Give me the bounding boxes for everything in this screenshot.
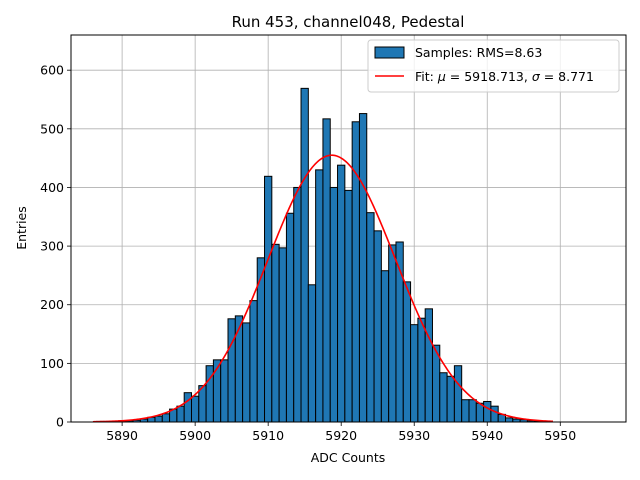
histogram-bar (278, 247, 287, 423)
histogram-bar (322, 118, 331, 423)
y-tick-label: 600 (40, 63, 64, 78)
y-tick-label: 200 (40, 297, 64, 312)
plot-frame (70, 34, 627, 423)
histogram-bar (300, 87, 309, 423)
legend-fit-sigma-symbol: σ (532, 69, 541, 84)
histogram-bar (388, 244, 397, 423)
histogram-bar (154, 415, 163, 423)
histogram-bar (410, 324, 419, 423)
y-axis-label: Entries (14, 206, 29, 250)
histogram-bar (380, 270, 390, 423)
histogram-bar (220, 359, 229, 423)
histogram-bar (490, 405, 499, 423)
legend: Samples: RMS=8.63 Fit: μ = 5918.713, σ =… (367, 39, 620, 93)
histogram-bar (337, 164, 346, 423)
y-tick-label: 500 (40, 121, 64, 136)
x-axis-ticks: 5890 5900 5910 5920 5930 5940 5950 (106, 422, 576, 443)
histogram-bar (249, 300, 258, 423)
histogram-bar (424, 308, 433, 423)
histogram-bar (483, 400, 492, 423)
histogram-bar (307, 284, 317, 423)
histogram-bar (358, 113, 368, 423)
histogram-bar (242, 322, 251, 423)
legend-samples-label: Samples: RMS=8.63 (415, 45, 542, 60)
histogram-bar (366, 212, 375, 423)
histogram-bar (315, 169, 324, 423)
histogram-bar (446, 375, 455, 423)
histogram-bar (344, 189, 353, 423)
histogram-bar (161, 413, 171, 423)
legend-fit-mu-symbol: μ (437, 69, 446, 84)
histogram-bar (468, 399, 477, 423)
y-tick-label: 100 (40, 356, 64, 371)
legend-fit-prefix: Fit: (415, 69, 438, 84)
chart-title: Run 453, channel048, Pedestal (232, 13, 465, 31)
x-tick-label: 5920 (325, 428, 357, 443)
histogram-bar (402, 281, 412, 423)
histogram-bar (417, 317, 426, 423)
histogram-bar (439, 372, 448, 423)
y-tick-label: 300 (40, 239, 64, 254)
y-axis-ticks: 0 100 200 300 400 500 600 (40, 63, 71, 430)
x-axis-label: ADC Counts (311, 450, 386, 465)
y-tick-label: 0 (56, 415, 64, 430)
x-tick-label: 5930 (398, 428, 430, 443)
histogram-bar (227, 318, 236, 423)
legend-fit-label: Fit: μ = 5918.713, σ = 8.771 (415, 69, 594, 84)
histogram-bar (351, 121, 360, 423)
histogram-bar (461, 399, 470, 423)
histogram-bar (190, 395, 200, 423)
x-tick-label: 5950 (544, 428, 576, 443)
histogram-bar (183, 392, 192, 423)
histogram-bar (176, 405, 185, 423)
legend-fit-mu-value: = 5918.713, (446, 69, 532, 84)
histogram-bars (96, 87, 550, 423)
histogram-bar (373, 230, 382, 423)
histogram-bar (505, 417, 514, 423)
histogram-bar (285, 212, 295, 423)
histogram-bar (234, 315, 244, 423)
histogram-bar (453, 365, 463, 423)
fit-curve (92, 154, 554, 423)
x-tick-label: 5900 (179, 428, 211, 443)
x-tick-label: 5910 (252, 428, 284, 443)
legend-fit-sigma-value: = 8.771 (540, 69, 594, 84)
histogram-bar (329, 186, 339, 423)
legend-box (367, 39, 620, 93)
legend-samples-swatch (374, 46, 405, 59)
histogram-bar (293, 186, 302, 423)
histogram-bar (264, 175, 273, 423)
x-tick-label: 5940 (471, 428, 503, 443)
x-tick-label: 5890 (106, 428, 138, 443)
y-tick-label: 400 (40, 180, 64, 195)
histogram-bar (271, 243, 280, 423)
